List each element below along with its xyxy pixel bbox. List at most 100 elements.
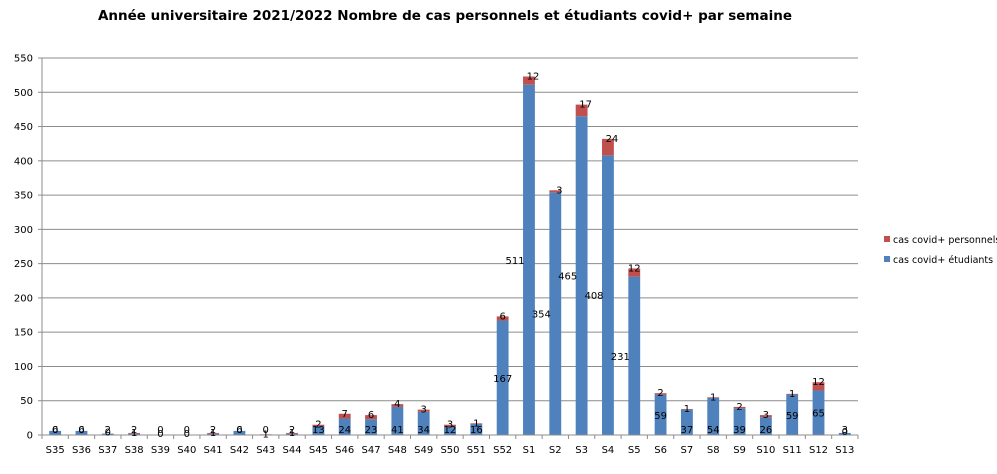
bar-segment-etudiants: [312, 426, 325, 435]
bar-segment-etudiants: [654, 394, 667, 435]
data-label-personnels: 1: [789, 389, 795, 400]
bar-segment-personnels: [128, 432, 141, 434]
y-tick-label: 500: [14, 88, 33, 99]
data-label-etudiants: 6: [52, 425, 58, 436]
y-tick-label: 50: [20, 396, 33, 407]
data-label-etudiants: 37: [681, 425, 694, 436]
bar-segment-etudiants: [365, 419, 377, 435]
data-label-etudiants: 465: [558, 272, 577, 283]
x-tick-label: S36: [72, 445, 91, 456]
data-label-etudiants: 2: [105, 425, 111, 436]
x-tick-label: S45: [309, 445, 328, 456]
bar-segment-personnels: [733, 406, 746, 409]
bar-segment-etudiants: [417, 411, 430, 435]
data-label-personnels: 1: [684, 404, 690, 415]
bar-segment-etudiants: [680, 409, 693, 435]
bar-segment-etudiants: [628, 276, 641, 435]
data-label-etudiants: 59: [654, 411, 667, 422]
data-label-personnels: 12: [527, 72, 540, 83]
bar-segment-etudiants: [101, 433, 114, 435]
bar-segment-etudiants: [523, 84, 535, 435]
data-label-etudiants: 26: [760, 425, 773, 436]
bar-segment-personnels: [654, 393, 667, 395]
y-tick-label: 400: [14, 156, 33, 167]
data-label-etudiants: 65: [812, 409, 825, 420]
data-label-etudiants: 2: [210, 425, 216, 436]
bar-segment-personnels: [628, 268, 641, 277]
x-tick-label: S7: [681, 445, 694, 456]
bar-segment-etudiants: [391, 406, 404, 435]
bar-segment-etudiants: [549, 192, 562, 435]
data-label-etudiants: 0: [157, 425, 163, 436]
x-tick-label: S38: [125, 445, 144, 456]
bar-segment-etudiants: [838, 432, 851, 435]
data-label-personnels: 17: [579, 100, 592, 111]
data-label-personnels: 0: [105, 428, 111, 439]
data-label-etudiants: 2: [289, 425, 295, 436]
bar-segment-etudiants: [812, 390, 825, 435]
bar-segment-etudiants: [128, 433, 141, 435]
data-label-etudiants: 12: [444, 425, 457, 436]
y-tick-label: 100: [14, 362, 33, 373]
x-tick-label: S4: [602, 445, 615, 456]
data-label-etudiants: 354: [532, 310, 551, 321]
data-label-etudiants: 408: [584, 291, 603, 302]
bar-segment-etudiants: [496, 320, 509, 435]
bar-segment-etudiants: [207, 433, 220, 435]
data-label-personnels: 3: [763, 410, 769, 421]
data-label-personnels: 3: [420, 405, 426, 416]
data-label-personnels: 24: [606, 134, 619, 145]
y-axis: 0 50 100 150 200 250 300 350 400 450 500 550: [14, 54, 43, 442]
x-tick-label: S52: [493, 445, 512, 456]
x-tick-label: S6: [654, 445, 667, 456]
data-label-etudiants: 2: [131, 425, 137, 436]
data-label-personnels: 6: [368, 410, 374, 421]
y-tick-label: 0: [27, 431, 33, 442]
legend-swatch: [884, 256, 890, 262]
bar-segment-personnels: [812, 382, 825, 391]
data-label-personnels: 4: [394, 399, 400, 410]
data-label-etudiants: 6: [78, 425, 84, 436]
bar-segment-personnels: [549, 190, 562, 193]
data-label-etudiants: 34: [417, 425, 430, 436]
data-label-personnels: 0: [236, 425, 242, 436]
x-tick-label: S39: [151, 445, 170, 456]
data-label-etudiants: 59: [786, 411, 799, 422]
bars: [49, 76, 851, 436]
bar-segment-personnels: [759, 415, 772, 418]
x-tick-label: S42: [230, 445, 249, 456]
x-tick-label: S48: [388, 445, 407, 456]
data-label-personnels: 0: [184, 429, 190, 440]
data-label-personnels: 1: [131, 428, 137, 439]
x-tick-label: S50: [440, 445, 459, 456]
data-label-etudiants: 13: [312, 425, 325, 436]
x-tick-label: S8: [707, 445, 720, 456]
data-label-personnels: 0: [842, 427, 848, 438]
x-tick-label: S41: [204, 445, 223, 456]
x-tick-label: S3: [575, 445, 588, 456]
bar-segment-etudiants: [707, 397, 720, 435]
data-label-personnels: 2: [657, 388, 663, 399]
x-tick-label: S47: [361, 445, 380, 456]
bar-segment-etudiants: [759, 417, 772, 435]
bar-segment-etudiants: [49, 430, 62, 435]
data-label-personnels: 2: [736, 402, 742, 413]
data-label-etudiants: 24: [338, 425, 351, 436]
chart-title: Année universitaire 2021/2022 Nombre de …: [97, 8, 792, 24]
data-label-personnels: 1: [263, 429, 269, 440]
legend-swatch: [884, 236, 890, 242]
legend-label: cas covid+ personnels: [893, 235, 997, 246]
bar-segment-etudiants: [75, 430, 88, 435]
y-tick-label: 350: [14, 191, 33, 202]
data-label-personnels: 1: [210, 428, 216, 439]
data-label-personnels: 1: [473, 418, 479, 429]
data-label-etudiants: 3: [842, 425, 848, 436]
x-tick-label: S44: [283, 445, 302, 456]
bar-segment-personnels: [444, 424, 456, 427]
bar-segment-etudiants: [286, 433, 298, 435]
data-label-etudiants: 23: [365, 425, 378, 436]
data-label-etudiants: 231: [611, 352, 630, 363]
data-label-personnels: 7: [342, 409, 348, 420]
